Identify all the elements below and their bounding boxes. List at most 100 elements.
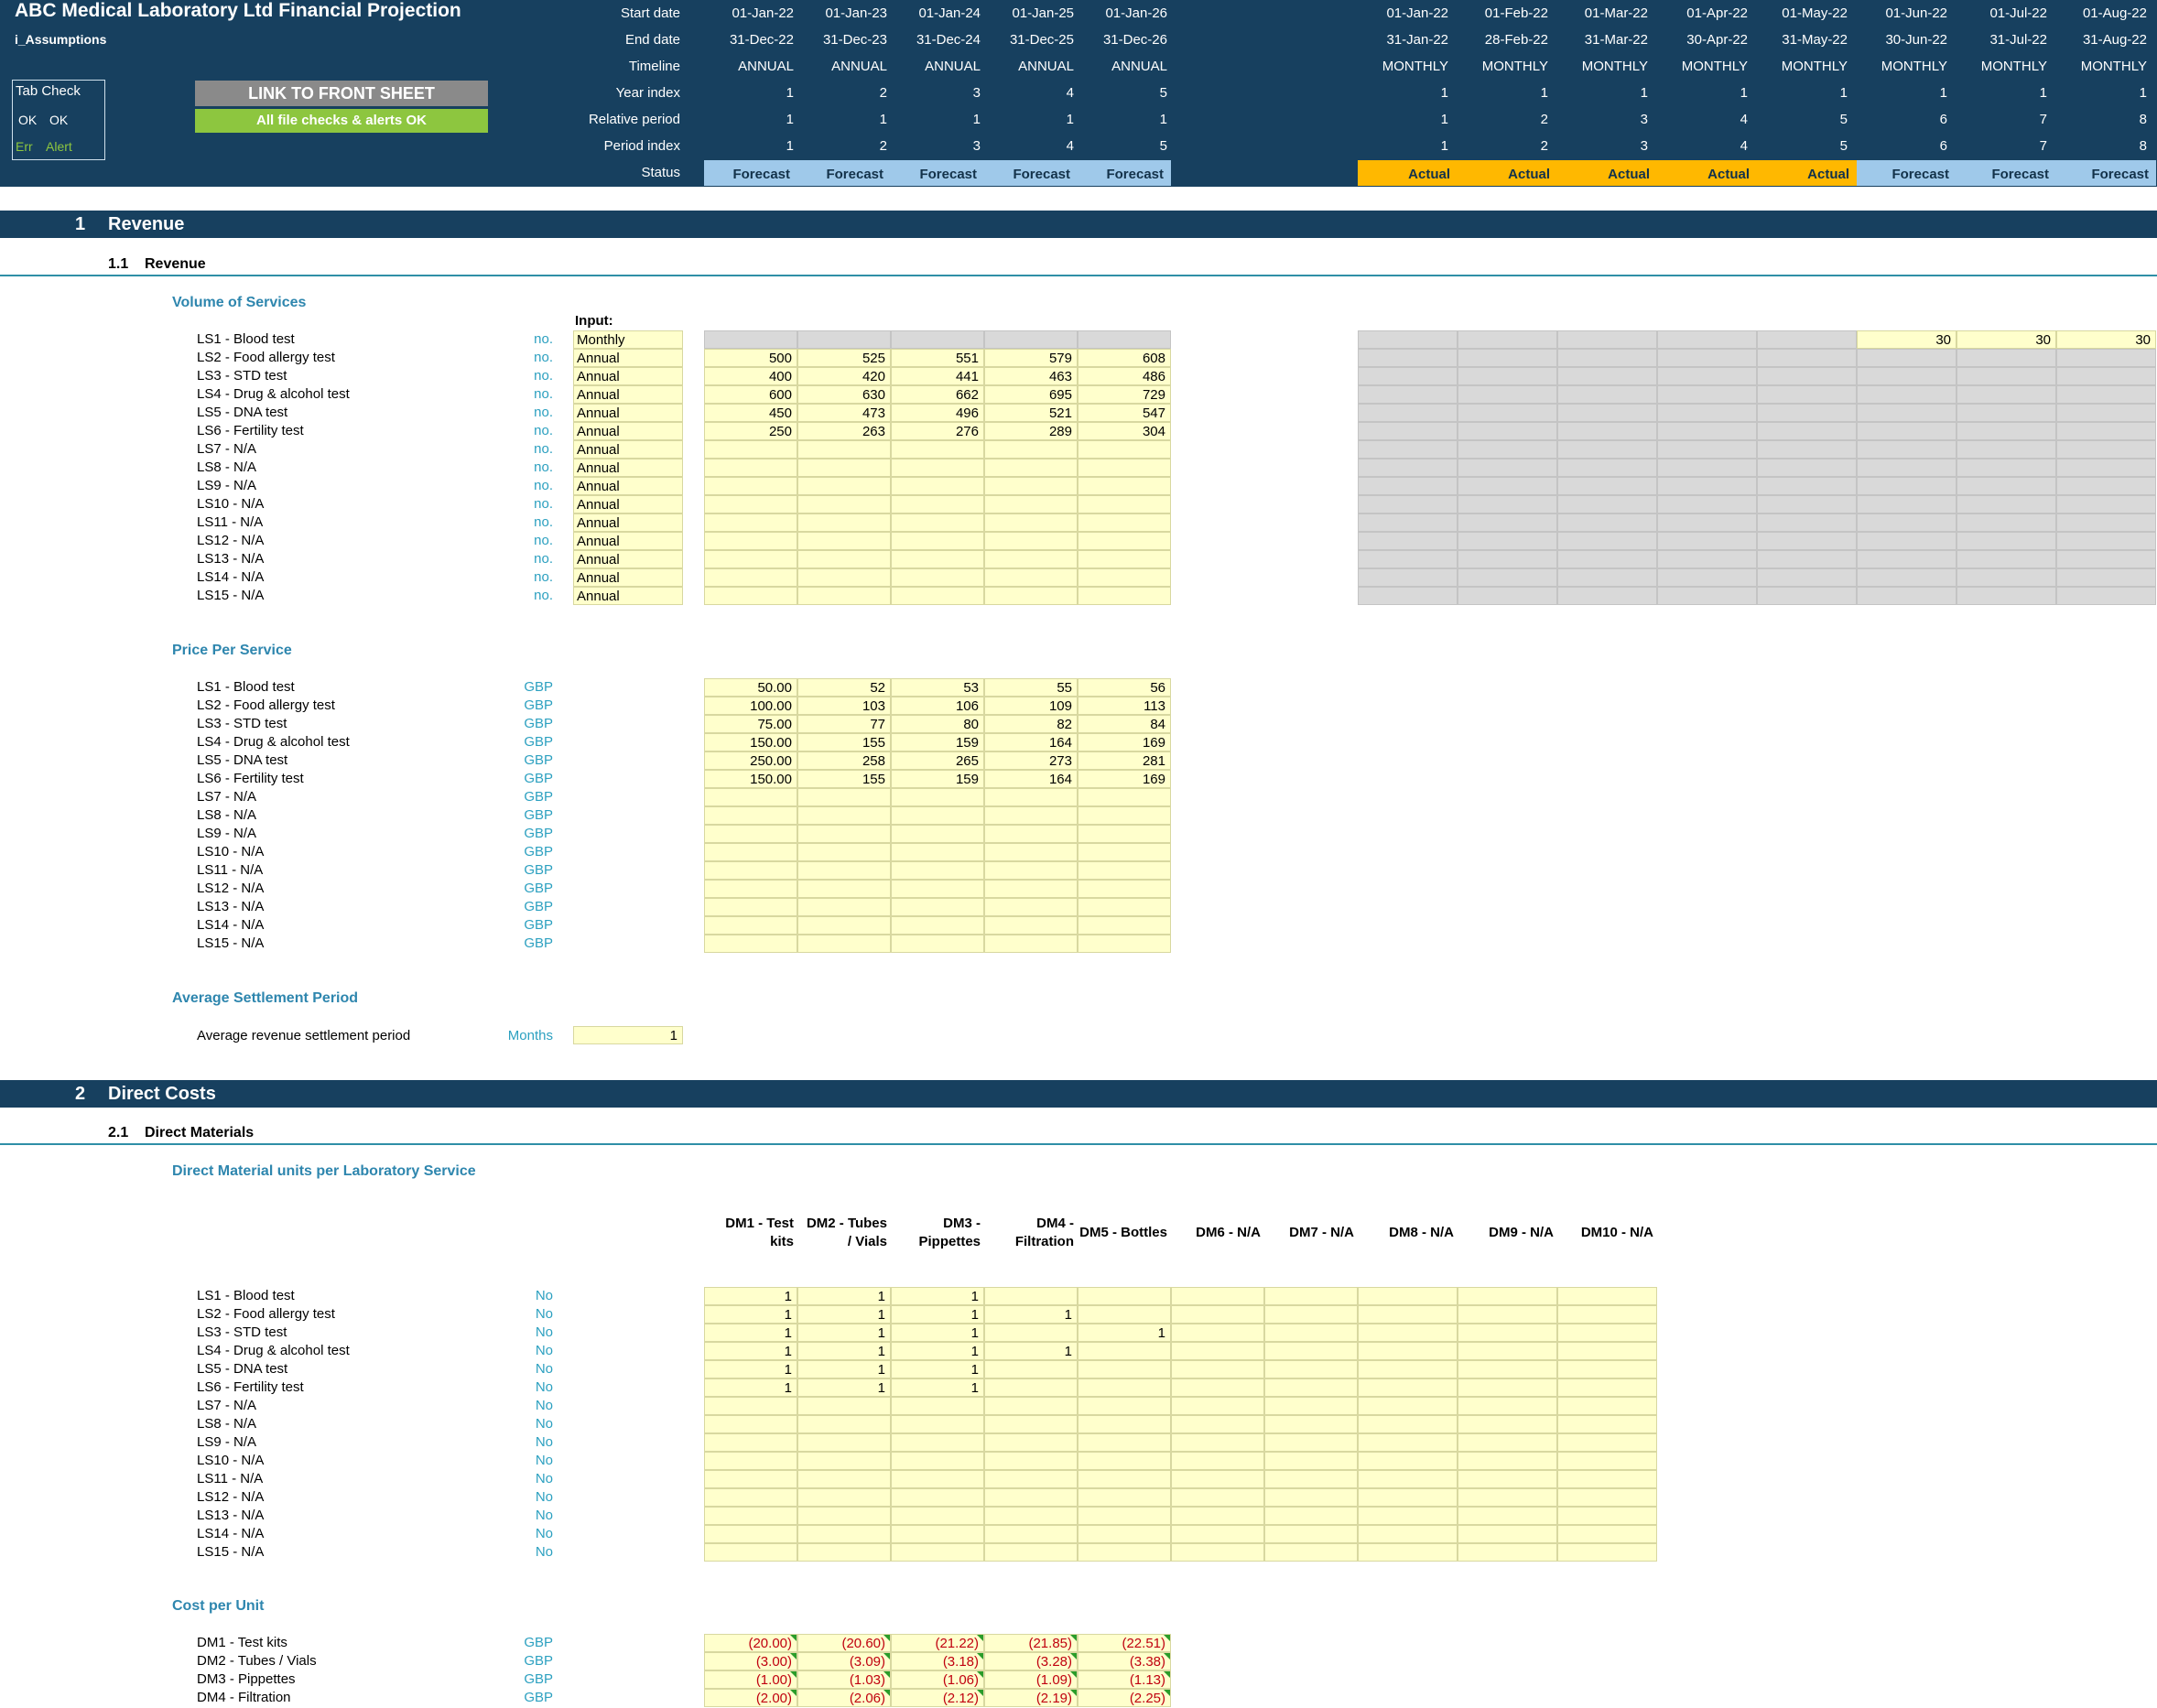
- dm-units-cell[interactable]: [797, 1525, 891, 1543]
- monthly-value-cell[interactable]: [1358, 495, 1458, 513]
- monthly-value-cell[interactable]: [2056, 550, 2156, 568]
- annual-value-cell[interactable]: 75.00: [704, 715, 797, 733]
- dm-units-cell[interactable]: [1078, 1507, 1171, 1525]
- dm-units-cell[interactable]: [704, 1452, 797, 1470]
- dm-units-cell[interactable]: [984, 1543, 1078, 1562]
- dm-units-cell[interactable]: [984, 1525, 1078, 1543]
- annual-value-cell[interactable]: [1078, 550, 1171, 568]
- annual-value-cell[interactable]: [891, 459, 984, 477]
- annual-value-cell[interactable]: [1078, 513, 1171, 532]
- dm-units-cell[interactable]: [1458, 1543, 1557, 1562]
- monthly-value-cell[interactable]: [1956, 367, 2056, 385]
- dm-units-cell[interactable]: [984, 1324, 1078, 1342]
- dm-units-cell[interactable]: 1: [891, 1378, 984, 1397]
- dm-units-cell[interactable]: 1: [797, 1378, 891, 1397]
- dm-units-cell[interactable]: [704, 1415, 797, 1433]
- annual-value-cell[interactable]: [984, 495, 1078, 513]
- annual-value-cell[interactable]: [704, 935, 797, 953]
- dm-units-cell[interactable]: [1264, 1287, 1358, 1305]
- annual-value-cell[interactable]: 82: [984, 715, 1078, 733]
- dm-units-cell[interactable]: [1358, 1397, 1458, 1415]
- annual-value-cell[interactable]: [797, 843, 891, 861]
- dm-units-cell[interactable]: [1078, 1452, 1171, 1470]
- dm-units-cell[interactable]: 1: [704, 1287, 797, 1305]
- annual-value-cell[interactable]: [704, 568, 797, 587]
- annual-value-cell[interactable]: [1078, 330, 1171, 349]
- dm-units-cell[interactable]: [984, 1433, 1078, 1452]
- monthly-value-cell[interactable]: [1557, 513, 1657, 532]
- annual-value-cell[interactable]: [797, 935, 891, 953]
- annual-value-cell[interactable]: 289: [984, 422, 1078, 440]
- monthly-value-cell[interactable]: [1857, 404, 1956, 422]
- dm-units-cell[interactable]: [891, 1452, 984, 1470]
- dm-units-cell[interactable]: [704, 1543, 797, 1562]
- annual-value-cell[interactable]: 579: [984, 349, 1078, 367]
- dm-units-cell[interactable]: [1171, 1543, 1264, 1562]
- annual-value-cell[interactable]: [797, 806, 891, 825]
- monthly-value-cell[interactable]: [1757, 330, 1857, 349]
- annual-value-cell[interactable]: [1078, 935, 1171, 953]
- monthly-value-cell[interactable]: [2056, 477, 2156, 495]
- annual-value-cell[interactable]: [797, 568, 891, 587]
- dm-units-cell[interactable]: [984, 1452, 1078, 1470]
- dm-units-cell[interactable]: 1: [1078, 1324, 1171, 1342]
- dm-units-cell[interactable]: [1171, 1488, 1264, 1507]
- dm-units-cell[interactable]: [1358, 1525, 1458, 1543]
- dm-units-cell[interactable]: [891, 1488, 984, 1507]
- dm-units-cell[interactable]: [1557, 1488, 1657, 1507]
- monthly-value-cell[interactable]: [1358, 385, 1458, 404]
- annual-value-cell[interactable]: [704, 898, 797, 916]
- dm-units-cell[interactable]: [704, 1525, 797, 1543]
- monthly-value-cell[interactable]: [1857, 349, 1956, 367]
- dm-units-cell[interactable]: 1: [797, 1287, 891, 1305]
- monthly-value-cell[interactable]: [1757, 532, 1857, 550]
- annual-value-cell[interactable]: [1078, 788, 1171, 806]
- dm-units-cell[interactable]: 1: [704, 1305, 797, 1324]
- dm-units-cell[interactable]: [1358, 1287, 1458, 1305]
- annual-value-cell[interactable]: [1078, 532, 1171, 550]
- annual-value-cell[interactable]: (1.13): [1078, 1670, 1171, 1689]
- dm-units-cell[interactable]: [1358, 1543, 1458, 1562]
- annual-value-cell[interactable]: [1078, 916, 1171, 935]
- annual-value-cell[interactable]: [704, 495, 797, 513]
- dm-units-cell[interactable]: [1458, 1507, 1557, 1525]
- monthly-value-cell[interactable]: [2056, 568, 2156, 587]
- annual-value-cell[interactable]: 109: [984, 697, 1078, 715]
- dm-units-cell[interactable]: [1171, 1360, 1264, 1378]
- annual-value-cell[interactable]: (2.25): [1078, 1689, 1171, 1707]
- dm-units-cell[interactable]: [1358, 1507, 1458, 1525]
- monthly-value-cell[interactable]: [1657, 404, 1757, 422]
- dm-units-cell[interactable]: 1: [704, 1378, 797, 1397]
- monthly-value-cell[interactable]: [1757, 587, 1857, 605]
- dm-units-cell[interactable]: 1: [891, 1324, 984, 1342]
- monthly-value-cell[interactable]: [1757, 440, 1857, 459]
- annual-value-cell[interactable]: [891, 495, 984, 513]
- monthly-value-cell[interactable]: [1657, 422, 1757, 440]
- monthly-value-cell[interactable]: [1358, 404, 1458, 422]
- monthly-value-cell[interactable]: [2056, 440, 2156, 459]
- dm-units-cell[interactable]: [1171, 1525, 1264, 1543]
- monthly-value-cell[interactable]: [2056, 349, 2156, 367]
- annual-value-cell[interactable]: [797, 459, 891, 477]
- dm-units-cell[interactable]: [1078, 1525, 1171, 1543]
- monthly-value-cell[interactable]: [1956, 513, 2056, 532]
- dm-units-cell[interactable]: [1458, 1452, 1557, 1470]
- annual-value-cell[interactable]: [984, 587, 1078, 605]
- annual-value-cell[interactable]: 281: [1078, 751, 1171, 770]
- dm-units-cell[interactable]: 1: [984, 1305, 1078, 1324]
- monthly-value-cell[interactable]: [1757, 385, 1857, 404]
- dm-units-cell[interactable]: [891, 1397, 984, 1415]
- annual-value-cell[interactable]: [891, 587, 984, 605]
- monthly-value-cell[interactable]: [1358, 513, 1458, 532]
- frequency-input[interactable]: Monthly: [573, 330, 683, 349]
- monthly-value-cell[interactable]: [1458, 568, 1557, 587]
- annual-value-cell[interactable]: [984, 330, 1078, 349]
- dm-units-cell[interactable]: [1078, 1305, 1171, 1324]
- annual-value-cell[interactable]: (2.00): [704, 1689, 797, 1707]
- annual-value-cell[interactable]: [1078, 825, 1171, 843]
- annual-value-cell[interactable]: [891, 916, 984, 935]
- dm-units-cell[interactable]: [1264, 1543, 1358, 1562]
- monthly-value-cell[interactable]: [1557, 404, 1657, 422]
- monthly-value-cell[interactable]: [1857, 532, 1956, 550]
- dm-units-cell[interactable]: [797, 1452, 891, 1470]
